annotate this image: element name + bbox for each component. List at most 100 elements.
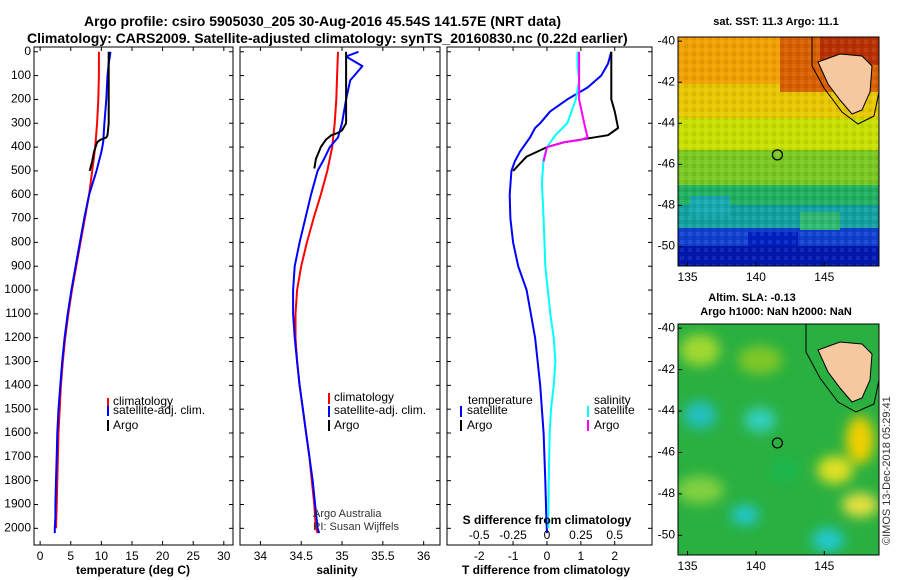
difference-panel: -2 -1 0 1 2 T difference from climatology S … xyxy=(446,46,653,577)
depth-tick-label: 1700 xyxy=(4,449,31,463)
credit-line1: Argo Australia xyxy=(313,508,382,520)
x-tick-label: 34.5 xyxy=(290,549,314,563)
figure-title-line2: Climatology: CARS2009. Satellite-adjuste… xyxy=(27,30,628,46)
depth-tick-label: 1500 xyxy=(4,401,31,415)
salinity-frame xyxy=(239,46,441,546)
map-x-tick-label: 140 xyxy=(746,559,766,573)
sst-map-axes: 135 140 145 -40 -42 -44 -46 -48 -50 xyxy=(658,33,835,284)
depth-tick-label: 700 xyxy=(11,211,31,225)
x-tick-label: 35 xyxy=(335,549,349,563)
temperature-depth-axis: 0 100 200 300 400 500 600 700 800 900 1000 1100 1200… xyxy=(4,44,233,534)
series-line-argo-3 xyxy=(542,51,589,162)
x-tick-label: 20 xyxy=(156,549,170,563)
sst-map-title: sat. SST: 11.3 Argo: 11.1 xyxy=(713,16,839,28)
series-line-argo-1 xyxy=(512,51,620,172)
legend-label-s-argo: Argo xyxy=(594,418,620,432)
map-y-tick-label: -46 xyxy=(658,445,676,459)
depth-tick-label: 1200 xyxy=(4,330,31,344)
difference-frame xyxy=(446,46,653,546)
temperature-series xyxy=(53,51,112,534)
depth-tick-label: 1800 xyxy=(4,473,31,487)
map-x-tick-label: 135 xyxy=(678,559,698,573)
x-tick-label: 15 xyxy=(125,549,139,563)
map-x-tick-label: 145 xyxy=(814,270,834,284)
map-y-tick-label: -50 xyxy=(658,527,676,541)
x-tick-label: 36 xyxy=(417,549,431,563)
x-tick-label: -2 xyxy=(474,549,485,563)
legend-label-t-satellite: satellite xyxy=(467,403,508,417)
map-y-tick-label: -40 xyxy=(658,320,676,334)
map-y-tick-label: -44 xyxy=(658,403,676,417)
map-y-tick-label: -48 xyxy=(658,486,676,500)
legend-label-climatology: climatology xyxy=(113,394,173,408)
map-y-tick-label: -46 xyxy=(658,157,676,171)
sla-contour xyxy=(805,324,879,413)
x-tick-label: -1 xyxy=(508,549,519,563)
salinity-legend: climatology satellite-adj. clim. Argo xyxy=(328,390,426,432)
s-difference-axis-ticks: -0.5 -0.25 0 0.25 0.5 xyxy=(469,528,624,542)
map-y-tick-label: -40 xyxy=(658,33,676,47)
salinity-x-axis: 34 34.5 35 35.5 36 xyxy=(254,47,431,563)
x-tick-label: 1 xyxy=(577,549,584,563)
s-diff-tick-label: 0.25 xyxy=(569,528,593,542)
difference-legend: temperature satellite Argo salinity sate… xyxy=(460,393,635,432)
x-tick-label: 0 xyxy=(544,549,551,563)
sst-tasmania-land xyxy=(817,53,873,115)
s-diff-tick-label: 0.5 xyxy=(606,528,623,542)
x-tick-label: 5 xyxy=(67,549,74,563)
legend-label-satellite: satellite-adj. clim. xyxy=(113,403,205,417)
map-y-tick-label: -42 xyxy=(658,74,676,88)
legend-label-argo: Argo xyxy=(113,418,139,432)
s-diff-tick-label: -0.5 xyxy=(469,528,490,542)
map-x-tick-label: 145 xyxy=(814,559,834,573)
temperature-legend: climatology satellite-adj. clim. Argo xyxy=(107,394,205,432)
depth-tick-label: 900 xyxy=(11,258,31,272)
sla-tasmania-land xyxy=(817,341,873,403)
x-tick-label: 0 xyxy=(37,549,44,563)
depth-tick-label: 300 xyxy=(11,115,31,129)
map-x-tick-label: 140 xyxy=(746,270,766,284)
sst-map-frame xyxy=(677,36,880,267)
depth-tick-label: 600 xyxy=(11,187,31,201)
depth-tick-label: 1000 xyxy=(4,282,31,296)
s-diff-tick-label: 0 xyxy=(544,528,551,542)
sst-contour xyxy=(811,37,879,125)
temperature-frame xyxy=(33,46,234,546)
legend-label-argo: Argo xyxy=(334,418,360,432)
difference-x-label: T difference from climatology xyxy=(462,563,630,577)
salinity-x-label: salinity xyxy=(316,563,358,577)
series-line-climatology-0 xyxy=(55,51,100,529)
series-line-satellite-2 xyxy=(540,51,581,529)
sst-map-image xyxy=(678,37,879,266)
sla-map-title-line1: Altim. SLA: -0.13 xyxy=(708,292,795,304)
temperature-x-axis: 0 5 10 15 20 25 30 xyxy=(37,47,231,563)
depth-tick-label: 200 xyxy=(11,92,31,106)
s-diff-tick-label: -0.25 xyxy=(499,528,527,542)
salinity-panel: 34 34.5 35 35.5 36 salinity climatology sate… xyxy=(239,46,441,577)
x-tick-label: 10 xyxy=(95,549,109,563)
depth-tick-label: 1300 xyxy=(4,354,31,368)
sla-map-title-line2: Argo h1000: NaN h2000: NaN xyxy=(700,306,852,318)
map-y-tick-label: -42 xyxy=(658,362,676,376)
sla-map-frame xyxy=(677,323,880,556)
difference-x-axis: -2 -1 0 1 2 xyxy=(474,47,618,563)
depth-tick-label: 800 xyxy=(11,235,31,249)
depth-tick-label: 1400 xyxy=(4,378,31,392)
imos-credit: ©IMOS 13-Dec-2018 05:29:41 xyxy=(881,396,893,545)
map-y-tick-label: -50 xyxy=(658,239,676,253)
legend-heading-salinity: salinity xyxy=(594,393,631,407)
depth-tick-label: 500 xyxy=(11,163,31,177)
s-difference-axis-label: S difference from climatology xyxy=(463,513,632,527)
legend-label-satellite: satellite-adj. clim. xyxy=(334,403,426,417)
map-y-tick-label: -44 xyxy=(658,115,676,129)
temperature-x-label: temperature (deg C) xyxy=(76,563,190,577)
sla-map-axes: 135 140 145 -40 -42 -44 -46 -48 -50 xyxy=(658,320,835,573)
sst-map-panel: sat. SST: 11.3 Argo: 11.1 135 140 145 -40 -4… xyxy=(658,16,880,284)
sla-map-image xyxy=(678,324,879,555)
legend-label-s-satellite: satellite xyxy=(594,403,635,417)
depth-tick-label: 1600 xyxy=(4,425,31,439)
series-line-climatology-0 xyxy=(294,51,339,534)
x-tick-label: 35.5 xyxy=(371,549,395,563)
series-line-argo-2 xyxy=(313,51,348,169)
